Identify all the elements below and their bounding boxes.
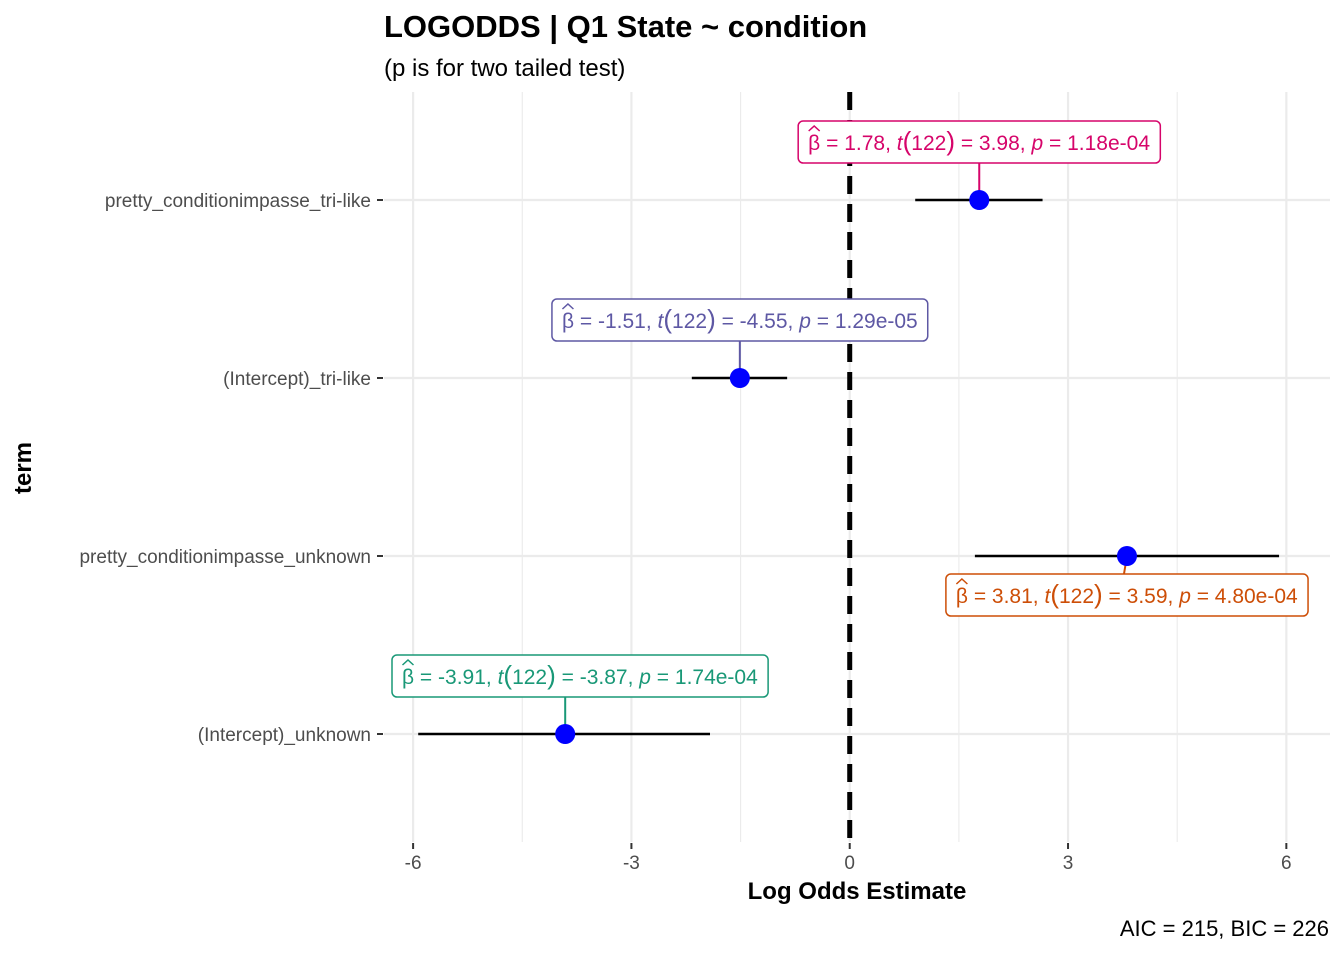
estimate-label-text: β = -3.91, t(122) = -3.87, p = 1.74e-04 [402,660,758,690]
beta-hat-mark [561,302,574,310]
estimate-label-box [391,654,769,698]
x-tick-label: -6 [405,853,422,874]
estimate-point [969,190,990,210]
y-tick-label: (Intercept)_tri-like [223,369,371,390]
estimate-point [729,368,750,388]
estimate-label: β = 3.81, t(122) = 3.59, p = 4.80e-04 [945,555,1309,617]
model-fit-caption: AIC = 215, BIC = 226 [1120,916,1329,941]
estimate-annotations: β = 1.78, t(122) = 3.98, p = 1.18e-04 β =… [391,120,1309,734]
y-axis-title: term [10,442,37,494]
estimate-marks [418,190,1280,744]
estimate-label-text: β = -1.51, t(122) = -4.55, p = 1.29e-05 [562,304,918,334]
grid-lines [384,92,1330,842]
x-axis: -6 -3 0 3 6 [405,843,1292,874]
beta-hat-mark [808,124,821,132]
chart-subtitle: (p is for two tailed test) [384,55,625,82]
estimate-label: β = -1.51, t(122) = -4.55, p = 1.29e-05 [551,298,929,378]
x-axis-title: Log Odds Estimate [748,878,967,905]
estimate-label-text: β = 1.78, t(122) = 3.98, p = 1.18e-04 [808,126,1150,156]
estimate-label: β = -3.91, t(122) = -3.87, p = 1.74e-04 [391,654,769,734]
beta-hat-mark [955,577,968,585]
x-tick-label: 3 [1063,853,1074,874]
y-tick-label: (Intercept)_unknown [198,725,371,746]
estimate-label-text: β = 3.81, t(122) = 3.59, p = 4.80e-04 [956,579,1298,609]
estimate-label: β = 1.78, t(122) = 3.98, p = 1.18e-04 [797,120,1162,200]
x-tick-label: 6 [1281,853,1292,874]
y-axis: pretty_conditionimpasse_tri-like (Interce… [79,191,383,746]
x-tick-label: 0 [844,853,855,874]
estimate-point [555,724,576,744]
y-tick-label: pretty_conditionimpasse_unknown [79,547,371,568]
y-tick-label: pretty_conditionimpasse_tri-like [105,191,371,212]
beta-hat-mark [401,658,415,666]
x-tick-label: -3 [623,853,640,874]
chart-title: LOGODDS | Q1 State ~ condition [384,9,867,44]
estimate-point [1116,546,1137,566]
estimate-label-box [945,573,1309,617]
